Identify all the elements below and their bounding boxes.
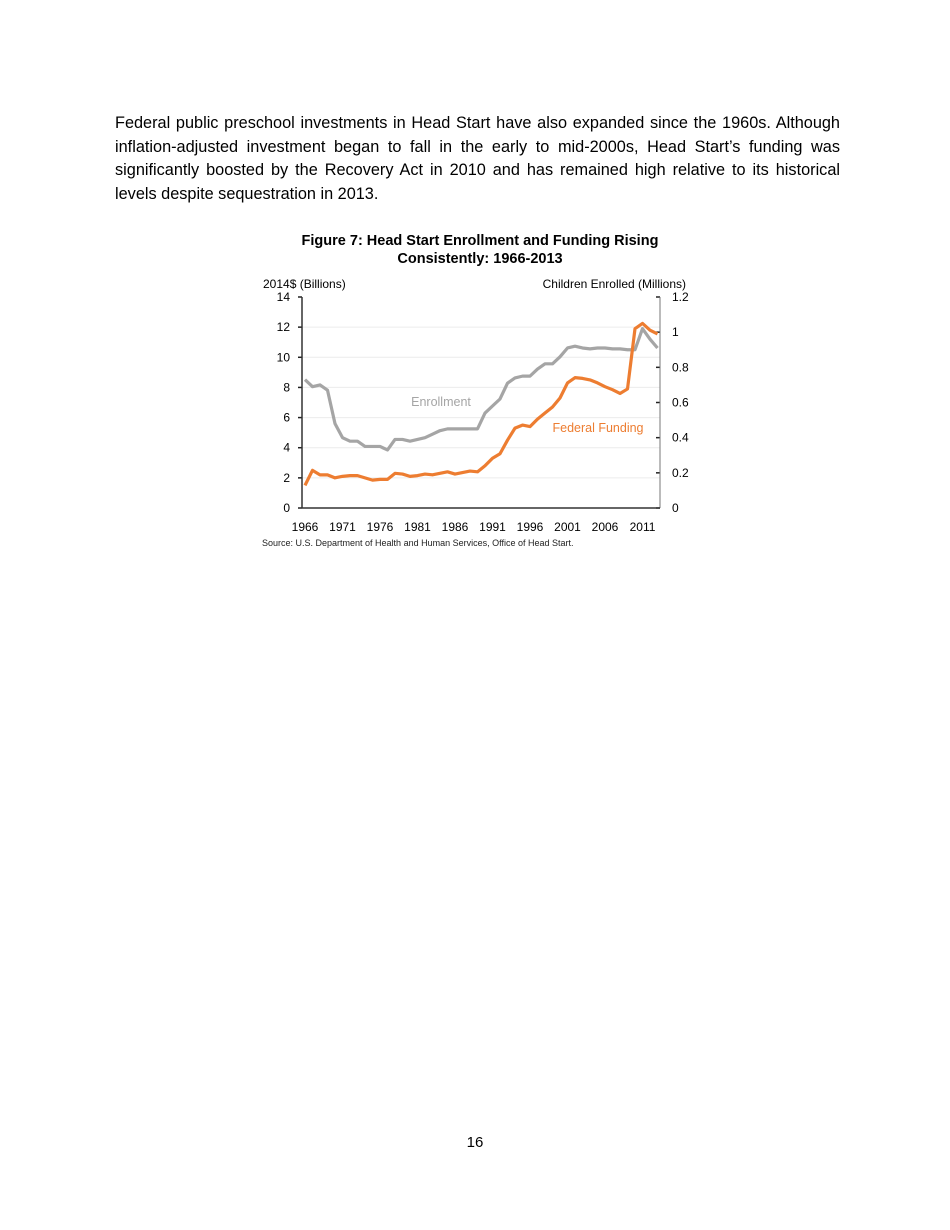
left-tick-label: 10 <box>277 350 291 364</box>
x-tick-label: 1966 <box>292 520 319 534</box>
right-tick-label: 0.6 <box>672 396 689 410</box>
x-tick-label: 2001 <box>554 520 581 534</box>
left-axis-label: 2014$ (Billions) <box>263 277 346 291</box>
enrollment-line <box>303 327 659 452</box>
left-tick-label: 2 <box>283 471 290 485</box>
left-tick-label: 6 <box>283 411 290 425</box>
right-tick-label: 0.2 <box>672 466 689 480</box>
x-tick-label: 1986 <box>442 520 469 534</box>
x-tick-label: 1976 <box>367 520 394 534</box>
left-tick-label: 12 <box>277 320 291 334</box>
x-tick-label: 2006 <box>592 520 619 534</box>
figure-title-line2: Consistently: 1966-2013 <box>397 251 563 267</box>
body-paragraph: Federal public preschool investments in … <box>115 114 840 203</box>
right-tick-label: 1.2 <box>672 290 689 304</box>
enrollment-series-label: Enrollment <box>411 395 471 409</box>
right-tick-label: 1 <box>672 325 679 339</box>
x-tick-label: 1991 <box>479 520 506 534</box>
x-tick-label: 1981 <box>404 520 431 534</box>
x-tick-label: 1971 <box>329 520 356 534</box>
x-tick-label: 2011 <box>630 520 656 534</box>
head-start-chart: 2014$ (Billions) Children Enrolled (Mill… <box>263 277 689 534</box>
figure-title-line1: Figure 7: Head Start Enrollment and Fund… <box>301 233 659 249</box>
left-tick-label: 0 <box>283 501 290 515</box>
right-tick-label: 0.8 <box>672 360 689 374</box>
right-axis-label: Children Enrolled (Millions) <box>543 277 686 291</box>
funding-line <box>303 321 659 487</box>
x-tick-label: 1996 <box>517 520 544 534</box>
left-tick-label: 4 <box>283 441 290 455</box>
right-tick-label: 0 <box>672 501 679 515</box>
page-number: 16 <box>466 1134 484 1151</box>
funding-series-label: Federal Funding <box>552 421 643 435</box>
right-tick-label: 0.4 <box>672 431 689 445</box>
left-tick-label: 8 <box>283 380 290 394</box>
left-tick-label: 14 <box>277 290 291 304</box>
chart-source: Source: U.S. Department of Health and Hu… <box>262 538 574 548</box>
figure-title: Figure 7: Head Start Enrollment and Fund… <box>280 232 680 268</box>
